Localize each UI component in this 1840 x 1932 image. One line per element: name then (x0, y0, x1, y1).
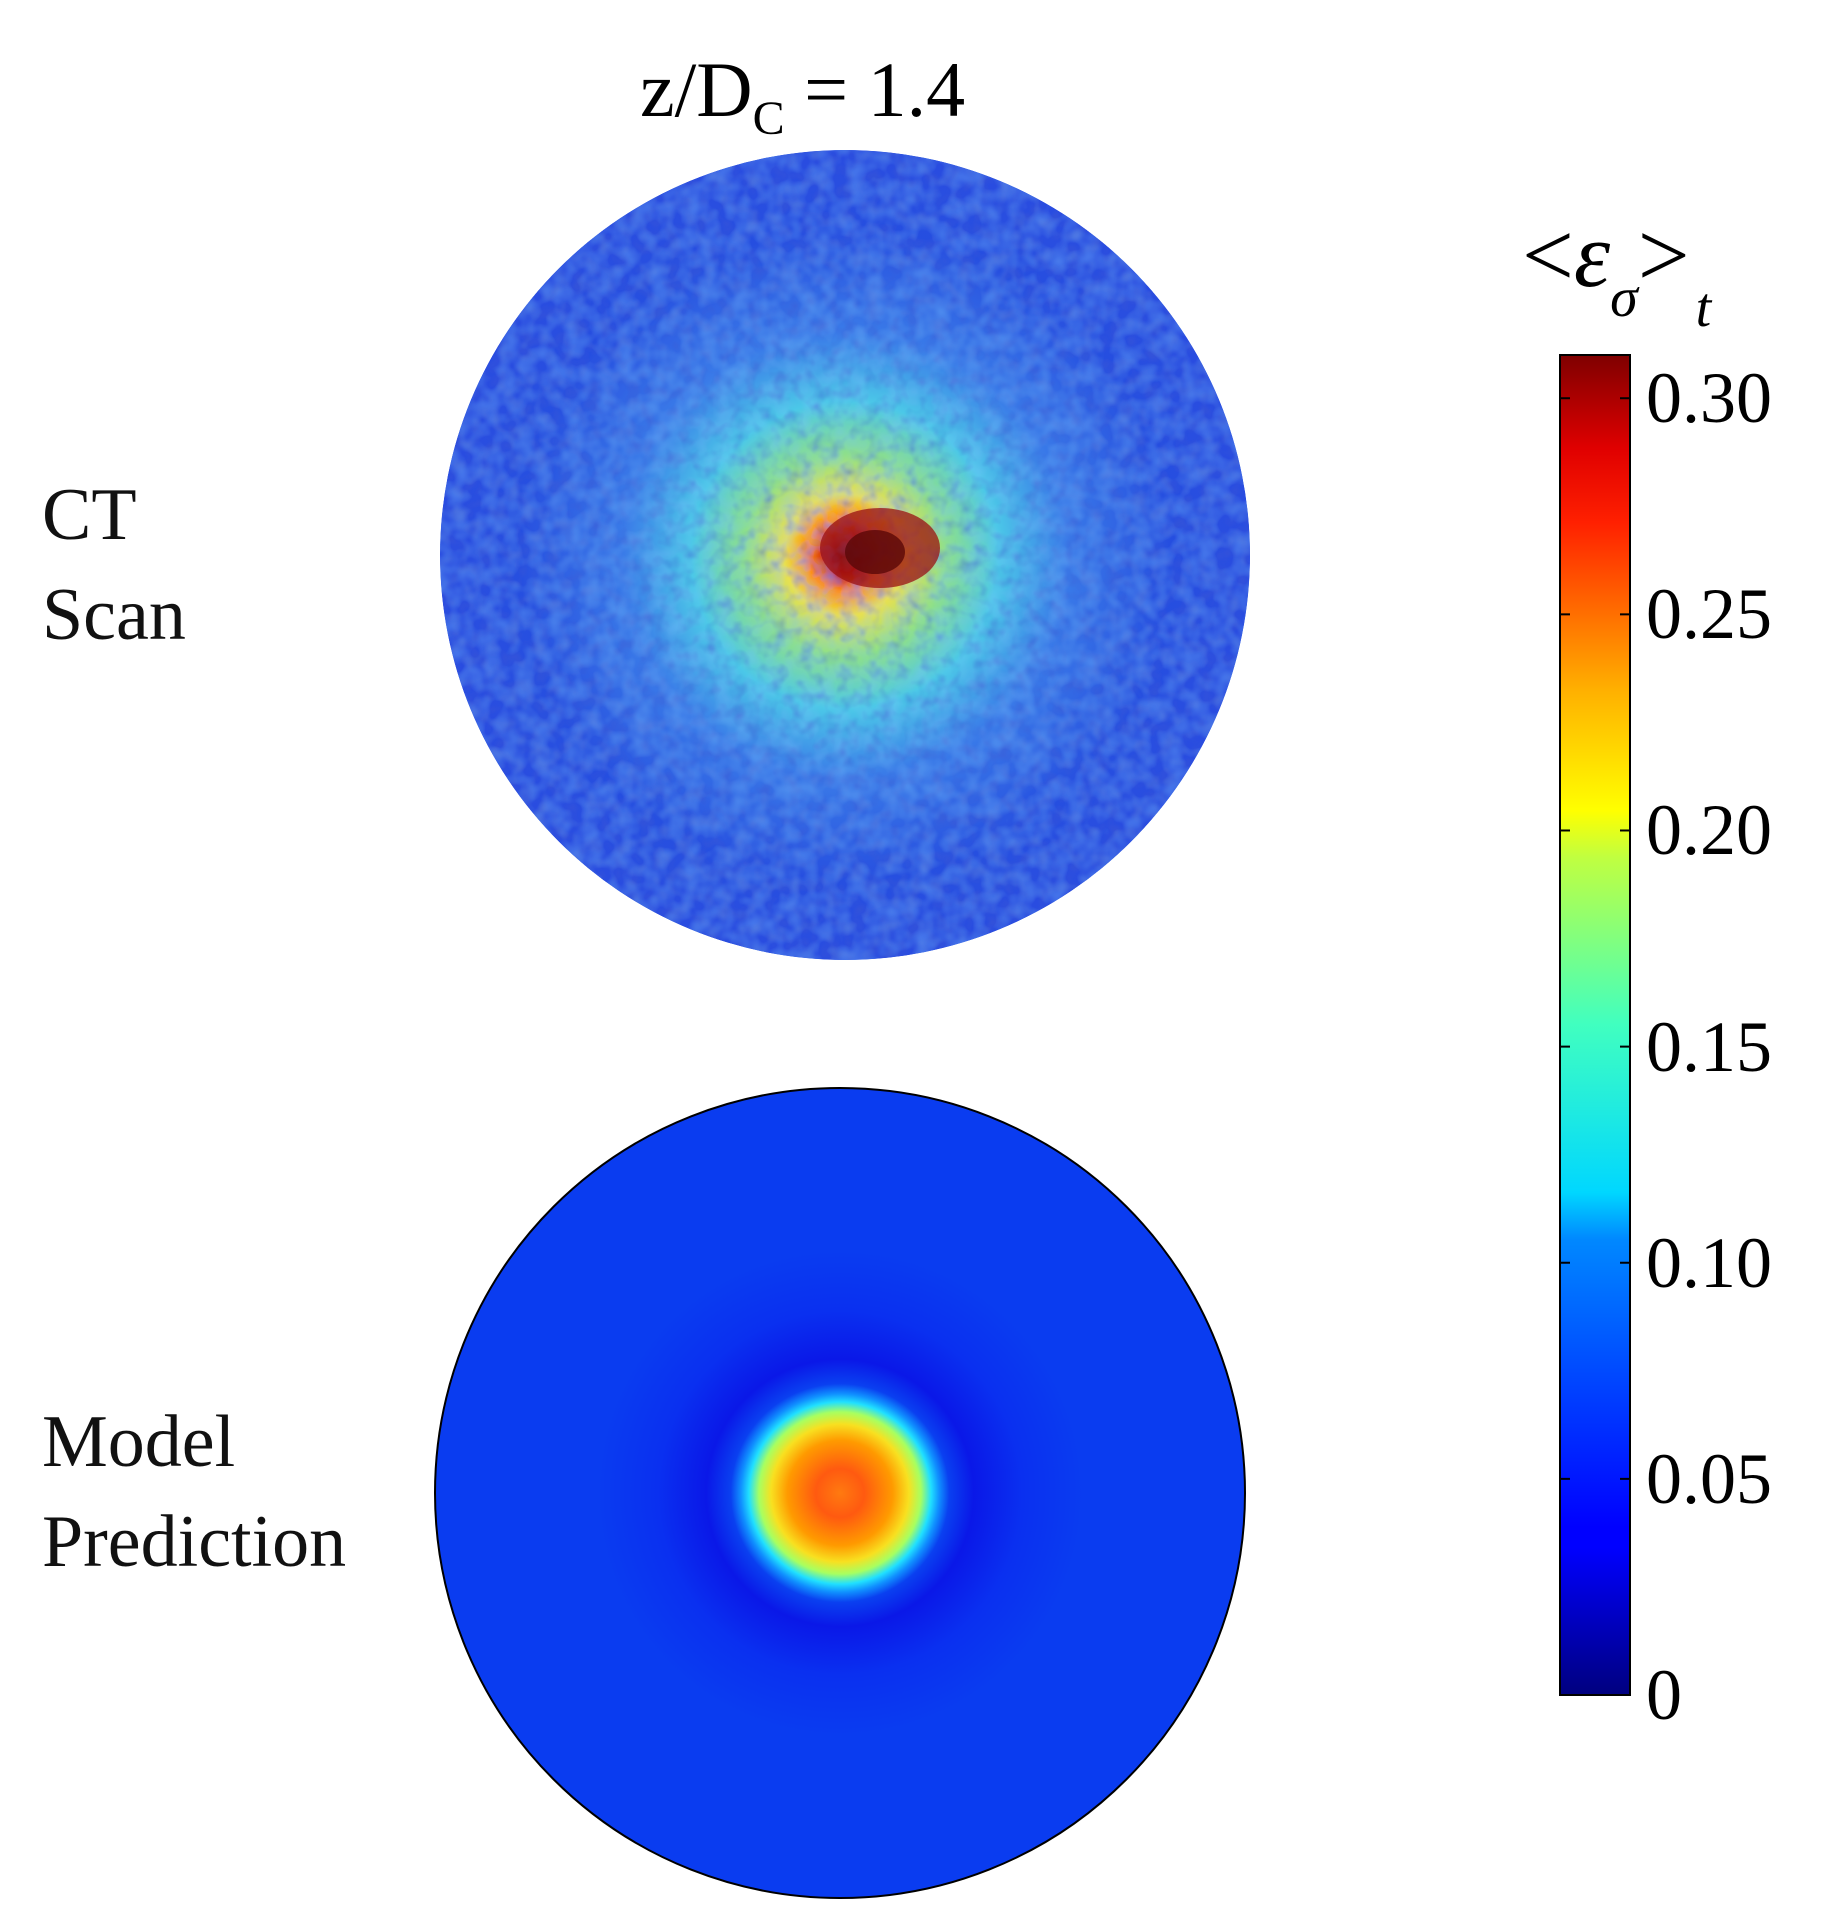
ct-scan-label-line1: CT (42, 474, 137, 556)
ct-scan-panel (440, 150, 1250, 960)
ct-scan-label-line2: Scan (42, 574, 186, 656)
model-prediction-label-line1: Model (42, 1401, 236, 1483)
figure-title: z/DC = 1.4 (640, 46, 966, 145)
colorbar-tick-label: 0.30 (1646, 358, 1772, 439)
model-prediction-heatmap (434, 1087, 1246, 1899)
model-prediction-label-line2: Prediction (42, 1501, 347, 1583)
colorbar-tick-label: 0.20 (1646, 790, 1772, 871)
colorbar-gradient (1559, 354, 1631, 1696)
colorbar (1559, 354, 1631, 1696)
colorbar-tick-label: 0.05 (1646, 1438, 1772, 1519)
colorbar-label: <εσ>t (1522, 204, 1712, 339)
model-prediction-panel (434, 1087, 1246, 1899)
colorbar-tick-label: 0.10 (1646, 1222, 1772, 1303)
colorbar-tick-label: 0 (1646, 1655, 1682, 1735)
colorbar-ticks (1560, 397, 1630, 1696)
colorbar-tick-label: 0.25 (1646, 574, 1772, 655)
colorbar-tick-label: 0.15 (1646, 1006, 1772, 1087)
